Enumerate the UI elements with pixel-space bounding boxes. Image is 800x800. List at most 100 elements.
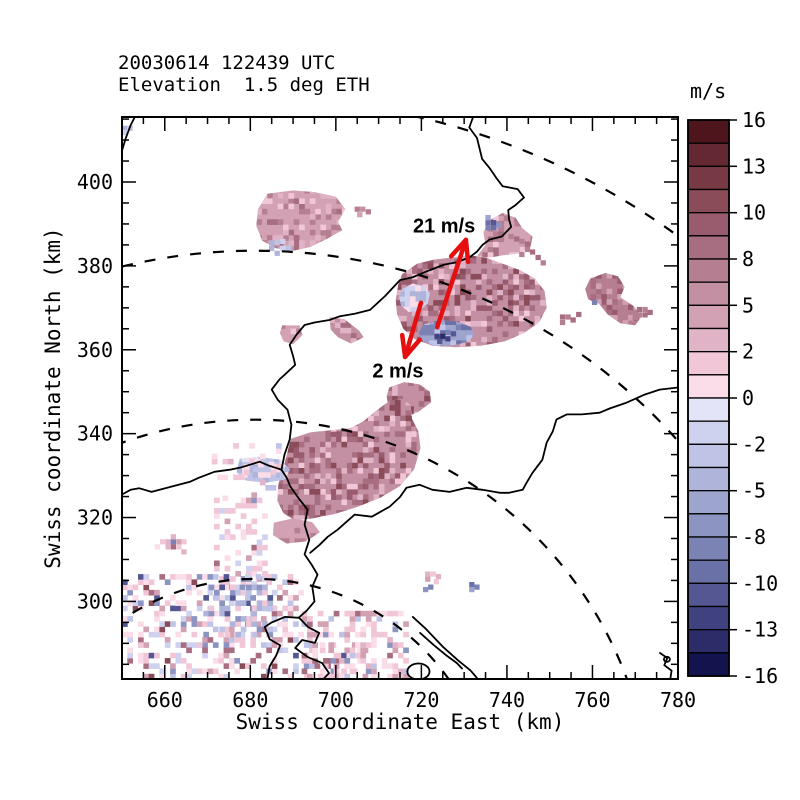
echo-cell — [317, 631, 324, 638]
echo-cell — [246, 621, 252, 627]
echo-cell — [259, 453, 266, 460]
colorbar-cell — [687, 351, 730, 376]
echo-cell — [256, 497, 263, 504]
echo-cell — [159, 605, 166, 612]
echo-patch-south-mass — [277, 398, 421, 521]
echo-cell — [535, 254, 541, 261]
echo-cell — [143, 663, 150, 669]
echo-cell — [349, 663, 356, 669]
echo-cell — [143, 584, 150, 591]
echo-cell — [323, 658, 329, 664]
echo-cell — [371, 658, 377, 664]
echo-cell — [138, 574, 144, 580]
echo-cell — [170, 574, 176, 580]
echo-cell — [160, 539, 166, 545]
echo-cell — [280, 245, 286, 251]
echo-cell — [186, 584, 192, 591]
echo-cell — [360, 206, 366, 212]
echo-cell — [293, 668, 299, 675]
echo-cell — [333, 652, 340, 659]
elevation-subtitle: Elevation 1.5 deg ETH — [118, 74, 370, 96]
echo-cell — [251, 616, 258, 622]
echo-cell — [251, 621, 258, 627]
echo-cell — [175, 642, 182, 648]
echo-cell — [262, 544, 268, 551]
echo-cell — [233, 443, 239, 449]
velocity-arrow-head — [448, 237, 469, 259]
echo-cell — [228, 637, 235, 643]
echo-cell — [240, 589, 247, 596]
echo-cell — [246, 523, 252, 530]
echo-cell — [175, 631, 182, 638]
echo-cell — [208, 584, 215, 591]
echo-cell — [203, 610, 209, 617]
echo-cell — [207, 637, 214, 643]
echo-cell — [122, 584, 128, 591]
echo-cell — [256, 626, 263, 633]
echo-cell — [186, 647, 192, 654]
echo-cell — [148, 631, 155, 638]
echo-cell — [132, 584, 139, 591]
echo-cell — [403, 668, 409, 675]
echo-cell — [203, 631, 209, 638]
echo-cell — [180, 574, 187, 580]
echo-cell — [362, 673, 369, 679]
echo-cell — [267, 605, 274, 612]
echo-cell — [211, 453, 218, 460]
echo-cell — [154, 631, 160, 638]
echo-cell — [245, 663, 251, 669]
echo-cell — [154, 600, 160, 606]
echo-cell — [154, 544, 161, 550]
echo-cell — [170, 605, 176, 612]
echo-cell — [235, 600, 241, 606]
axes-layer: 660 680 700 720 740 760 780 300 320 340 360 380 400 — [77, 116, 696, 712]
echo-cell — [127, 647, 133, 654]
echo-cell — [262, 571, 268, 577]
echo-cell — [202, 637, 208, 643]
echo-cell — [287, 610, 294, 617]
echo-cell — [196, 600, 203, 606]
echo-cell — [170, 652, 176, 659]
echo-cell — [293, 663, 299, 669]
echo-cell — [307, 621, 313, 627]
echo-cell — [282, 616, 289, 622]
echo-cell — [154, 652, 160, 659]
echo-cell — [371, 668, 377, 675]
echo-cell — [240, 581, 247, 588]
echo-cell — [202, 652, 208, 659]
echo-cell — [508, 233, 514, 240]
echo-cell — [277, 584, 283, 591]
echo-cell — [371, 642, 377, 648]
echo-cell — [138, 631, 144, 638]
echo-cell — [202, 668, 208, 675]
echo-cell — [328, 647, 335, 654]
echo-cell — [223, 626, 230, 633]
echo-cell — [262, 589, 268, 596]
echo-cell — [319, 647, 326, 654]
echo-cell — [222, 495, 229, 502]
echo-cell — [219, 626, 225, 633]
echo-cell — [469, 582, 475, 588]
echo-cell — [355, 631, 361, 638]
echo-cell — [309, 663, 315, 669]
echo-cell — [214, 497, 220, 504]
colorbar-cell — [687, 235, 730, 260]
echo-cell — [245, 574, 251, 580]
echo-cell — [170, 668, 176, 675]
echo-cell — [159, 631, 166, 638]
echo-cell — [138, 652, 144, 659]
map-line-se-lake-line-2 — [419, 632, 463, 670]
echo-cell — [170, 534, 176, 540]
echo-cell — [314, 663, 321, 669]
echo-cell — [234, 637, 240, 643]
echo-cell — [235, 589, 241, 596]
echo-cell — [164, 642, 171, 648]
echo-cell — [276, 464, 282, 470]
echo-cell — [235, 571, 241, 577]
echo-cell — [251, 492, 258, 498]
echo-cell — [154, 626, 160, 633]
echo-cell — [328, 673, 335, 679]
x-axis-label: Swiss coordinate East (km) — [236, 710, 565, 734]
echo-cell — [154, 595, 160, 601]
echo-cell — [143, 642, 150, 648]
